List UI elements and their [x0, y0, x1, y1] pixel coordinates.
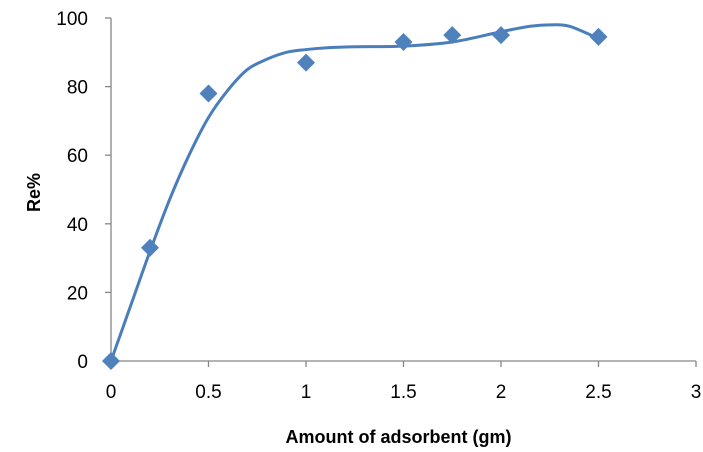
- x-tick-label: 1: [301, 382, 312, 403]
- y-tick-label: 100: [56, 9, 88, 30]
- data-points: [102, 26, 608, 370]
- y-tick-label: 0: [77, 352, 88, 373]
- x-axis-title: Amount of adsorbent (gm): [286, 427, 512, 447]
- trend-line: [109, 23, 600, 363]
- data-point: [141, 238, 159, 257]
- y-tick-label: 60: [67, 146, 88, 167]
- data-point: [102, 352, 120, 370]
- y-tick-label: 40: [67, 215, 88, 236]
- x-axis-ticks: 0 0.5 1 1.5 2 2.5 3: [106, 361, 702, 403]
- x-tick-label: 3: [691, 382, 702, 403]
- x-tick-label: 2.5: [585, 382, 611, 403]
- data-point: [589, 27, 608, 46]
- y-tick-label: 80: [67, 78, 88, 99]
- x-tick-label: 2: [496, 382, 507, 403]
- data-point: [443, 26, 462, 45]
- x-tick-label: 0.5: [195, 382, 221, 403]
- y-axis-ticks: 0 20 40 60 80 100: [56, 9, 111, 373]
- x-tick-label: 0: [106, 382, 117, 403]
- data-point: [199, 84, 218, 103]
- data-point: [394, 33, 413, 52]
- data-point: [297, 53, 315, 72]
- y-tick-label: 20: [67, 283, 88, 304]
- y-axis-title: Re%: [24, 173, 44, 212]
- data-point: [492, 26, 510, 45]
- x-tick-label: 1.5: [390, 382, 416, 403]
